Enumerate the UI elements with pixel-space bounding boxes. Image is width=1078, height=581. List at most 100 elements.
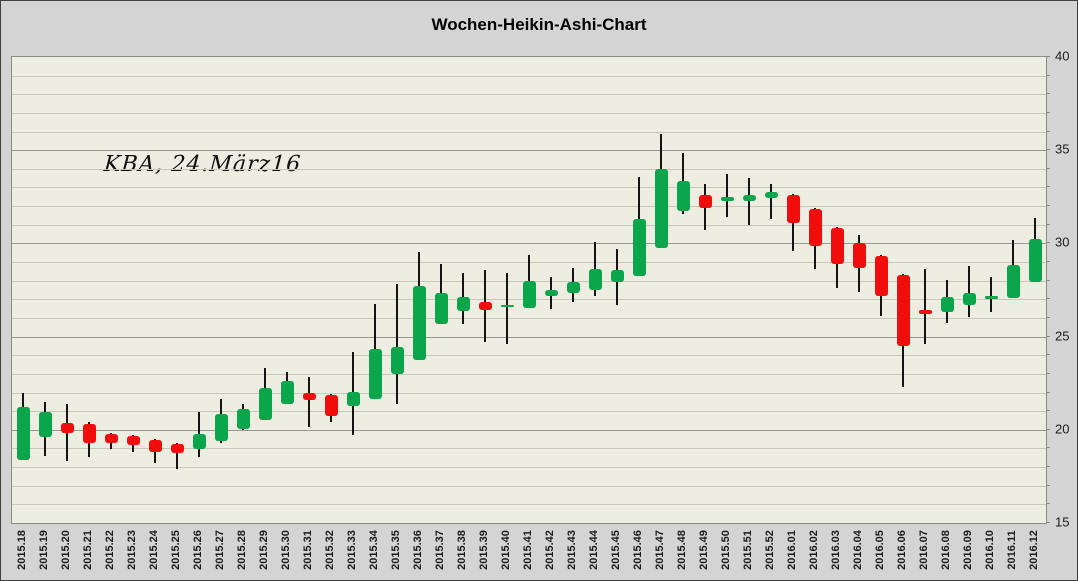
- gridline: [12, 150, 1046, 152]
- candle-wick: [726, 173, 728, 218]
- x-axis-label: 2016.07: [918, 530, 930, 570]
- candle-wick: [176, 442, 178, 469]
- y-axis-label: 25: [1055, 328, 1070, 344]
- candle-wick: [308, 376, 310, 427]
- y-axis-tick: [1046, 335, 1050, 337]
- x-axis-label: 2016.06: [896, 530, 908, 570]
- candle-body: [566, 281, 580, 293]
- gridline: [12, 75, 1046, 77]
- candle-body: [236, 409, 250, 429]
- y-axis-label: 35: [1055, 141, 1070, 157]
- gridline: [12, 392, 1046, 394]
- candle-body: [896, 275, 910, 346]
- y-axis-tick: [1046, 391, 1050, 393]
- candle-body: [368, 348, 382, 400]
- candle-wick: [66, 403, 68, 462]
- x-axis-label: 2015.36: [412, 530, 424, 570]
- candle-body: [918, 309, 932, 315]
- y-axis-tick: [1046, 93, 1050, 95]
- candle-body: [346, 391, 360, 406]
- y-axis-tick: [1046, 279, 1050, 281]
- candle-body: [522, 280, 536, 308]
- x-axis-label: 2016.09: [962, 530, 974, 570]
- candle-body: [434, 292, 448, 324]
- y-axis-label: 30: [1055, 234, 1070, 250]
- y-axis-tick: [1046, 74, 1050, 76]
- x-axis-label: 2015.42: [544, 530, 556, 570]
- y-axis-tick: [1046, 205, 1050, 207]
- y-axis-tick: [1046, 503, 1050, 505]
- gridline: [12, 187, 1046, 189]
- x-axis-label: 2016.08: [940, 530, 952, 570]
- candle-body: [632, 219, 646, 276]
- candle-wick: [198, 412, 200, 457]
- candle-body: [720, 196, 734, 202]
- y-axis-tick: [1046, 372, 1050, 374]
- candle-body: [214, 413, 228, 441]
- chart-title: Wochen-Heikin-Ashi-Chart: [431, 15, 647, 34]
- candle-body: [764, 192, 778, 198]
- x-axis-label: 2015.43: [566, 530, 578, 570]
- candle-body: [610, 270, 624, 282]
- candle-body: [60, 423, 74, 433]
- x-axis-label: 2015.40: [500, 530, 512, 570]
- gridline: [12, 224, 1046, 226]
- candle-body: [258, 387, 272, 421]
- candle-wick: [396, 284, 398, 404]
- candle-wick: [770, 183, 772, 220]
- candle-body: [544, 290, 558, 296]
- x-axis-label: 2015.26: [192, 530, 204, 570]
- annotation-text: KBA, 24.März16: [103, 152, 303, 177]
- x-axis-label: 2016.11: [1006, 530, 1018, 570]
- candle-body: [940, 297, 954, 313]
- candle-body: [588, 269, 602, 290]
- y-axis-tick: [1046, 484, 1050, 486]
- y-axis-tick: [1046, 428, 1050, 430]
- x-axis-label: 2015.22: [104, 530, 116, 570]
- candle-body: [16, 407, 30, 460]
- candle-body: [82, 424, 96, 443]
- x-axis-label: 2015.37: [434, 530, 446, 570]
- candle-body: [192, 434, 206, 450]
- candle-body: [1006, 264, 1020, 299]
- x-axis-label: 2015.47: [654, 530, 666, 570]
- y-axis-tick: [1046, 242, 1050, 244]
- x-axis-label: 2015.18: [16, 530, 28, 570]
- x-axis-label: 2016.10: [984, 530, 996, 570]
- y-axis-tick: [1046, 56, 1050, 57]
- x-axis-label: 2015.39: [478, 530, 490, 570]
- candle-body: [830, 227, 844, 264]
- x-axis-label: 2015.45: [610, 530, 622, 570]
- y-axis-tick: [1046, 466, 1050, 468]
- gridline: [12, 206, 1046, 208]
- candle-body: [478, 302, 492, 311]
- candle-body: [148, 440, 162, 453]
- candle-body: [984, 295, 998, 300]
- candle-body: [1028, 238, 1042, 282]
- gridline: [12, 485, 1046, 487]
- gridline: [12, 243, 1046, 245]
- y-axis-tick: [1046, 354, 1050, 356]
- y-axis-tick: [1046, 111, 1050, 113]
- y-axis-tick: [1046, 410, 1050, 412]
- x-axis-label: 2015.21: [82, 530, 94, 570]
- candle-body: [170, 443, 184, 454]
- x-axis-label: 2015.19: [38, 530, 50, 570]
- x-axis-label: 2015.33: [346, 530, 358, 570]
- x-axis-label: 2016.12: [1028, 530, 1040, 570]
- gridline: [12, 467, 1046, 469]
- candle-wick: [594, 241, 596, 296]
- y-axis-label: 40: [1055, 48, 1070, 64]
- candle-body: [676, 180, 690, 211]
- candle-body: [104, 433, 118, 443]
- candle-body: [324, 395, 338, 416]
- candle-wick: [924, 269, 926, 345]
- candle-wick: [990, 276, 992, 313]
- x-axis-label: 2015.34: [368, 530, 380, 570]
- candle-body: [390, 346, 404, 374]
- x-axis-label: 2015.48: [676, 530, 688, 570]
- candle-body: [302, 392, 316, 400]
- x-axis-label: 2016.04: [852, 530, 864, 570]
- x-axis-label: 2015.29: [258, 530, 270, 570]
